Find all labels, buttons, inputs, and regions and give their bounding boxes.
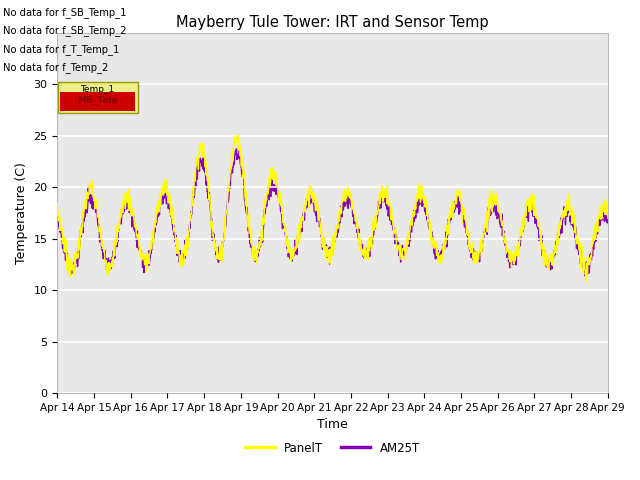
AM25T (604, 217, 612, 223)
PanelT (54, 200, 61, 206)
Legend: PanelT, AM25T: PanelT, AM25T (241, 437, 425, 459)
Text: Temp_1: Temp_1 (80, 85, 115, 95)
PanelT (604, 212, 612, 217)
AM25T (96, 234, 104, 240)
AM25T (308, 197, 316, 203)
AM25T (367, 236, 375, 242)
AM25T (233, 146, 241, 152)
Text: No data for f_Temp_2: No data for f_Temp_2 (3, 62, 109, 73)
Y-axis label: Temperature (C): Temperature (C) (15, 162, 28, 264)
Text: MB_Tole: MB_Tole (77, 96, 118, 106)
Text: No data for f_T_Temp_1: No data for f_T_Temp_1 (3, 44, 120, 55)
Line: AM25T: AM25T (58, 149, 608, 276)
AM25T (287, 247, 295, 252)
X-axis label: Time: Time (317, 419, 348, 432)
PanelT (299, 216, 307, 222)
PanelT (118, 202, 126, 207)
AM25T (299, 219, 307, 225)
PanelT (367, 237, 375, 243)
AM25T (581, 273, 589, 278)
PanelT (582, 278, 590, 284)
PanelT (287, 258, 295, 264)
Line: PanelT: PanelT (58, 135, 608, 281)
AM25T (54, 215, 61, 221)
PanelT (234, 132, 242, 138)
Title: Mayberry Tule Tower: IRT and Sensor Temp: Mayberry Tule Tower: IRT and Sensor Temp (176, 15, 489, 30)
Text: No data for f_SB_Temp_2: No data for f_SB_Temp_2 (3, 25, 127, 36)
PanelT (308, 195, 316, 201)
AM25T (118, 207, 126, 213)
PanelT (96, 227, 104, 233)
Text: No data for f_SB_Temp_1: No data for f_SB_Temp_1 (3, 7, 127, 18)
